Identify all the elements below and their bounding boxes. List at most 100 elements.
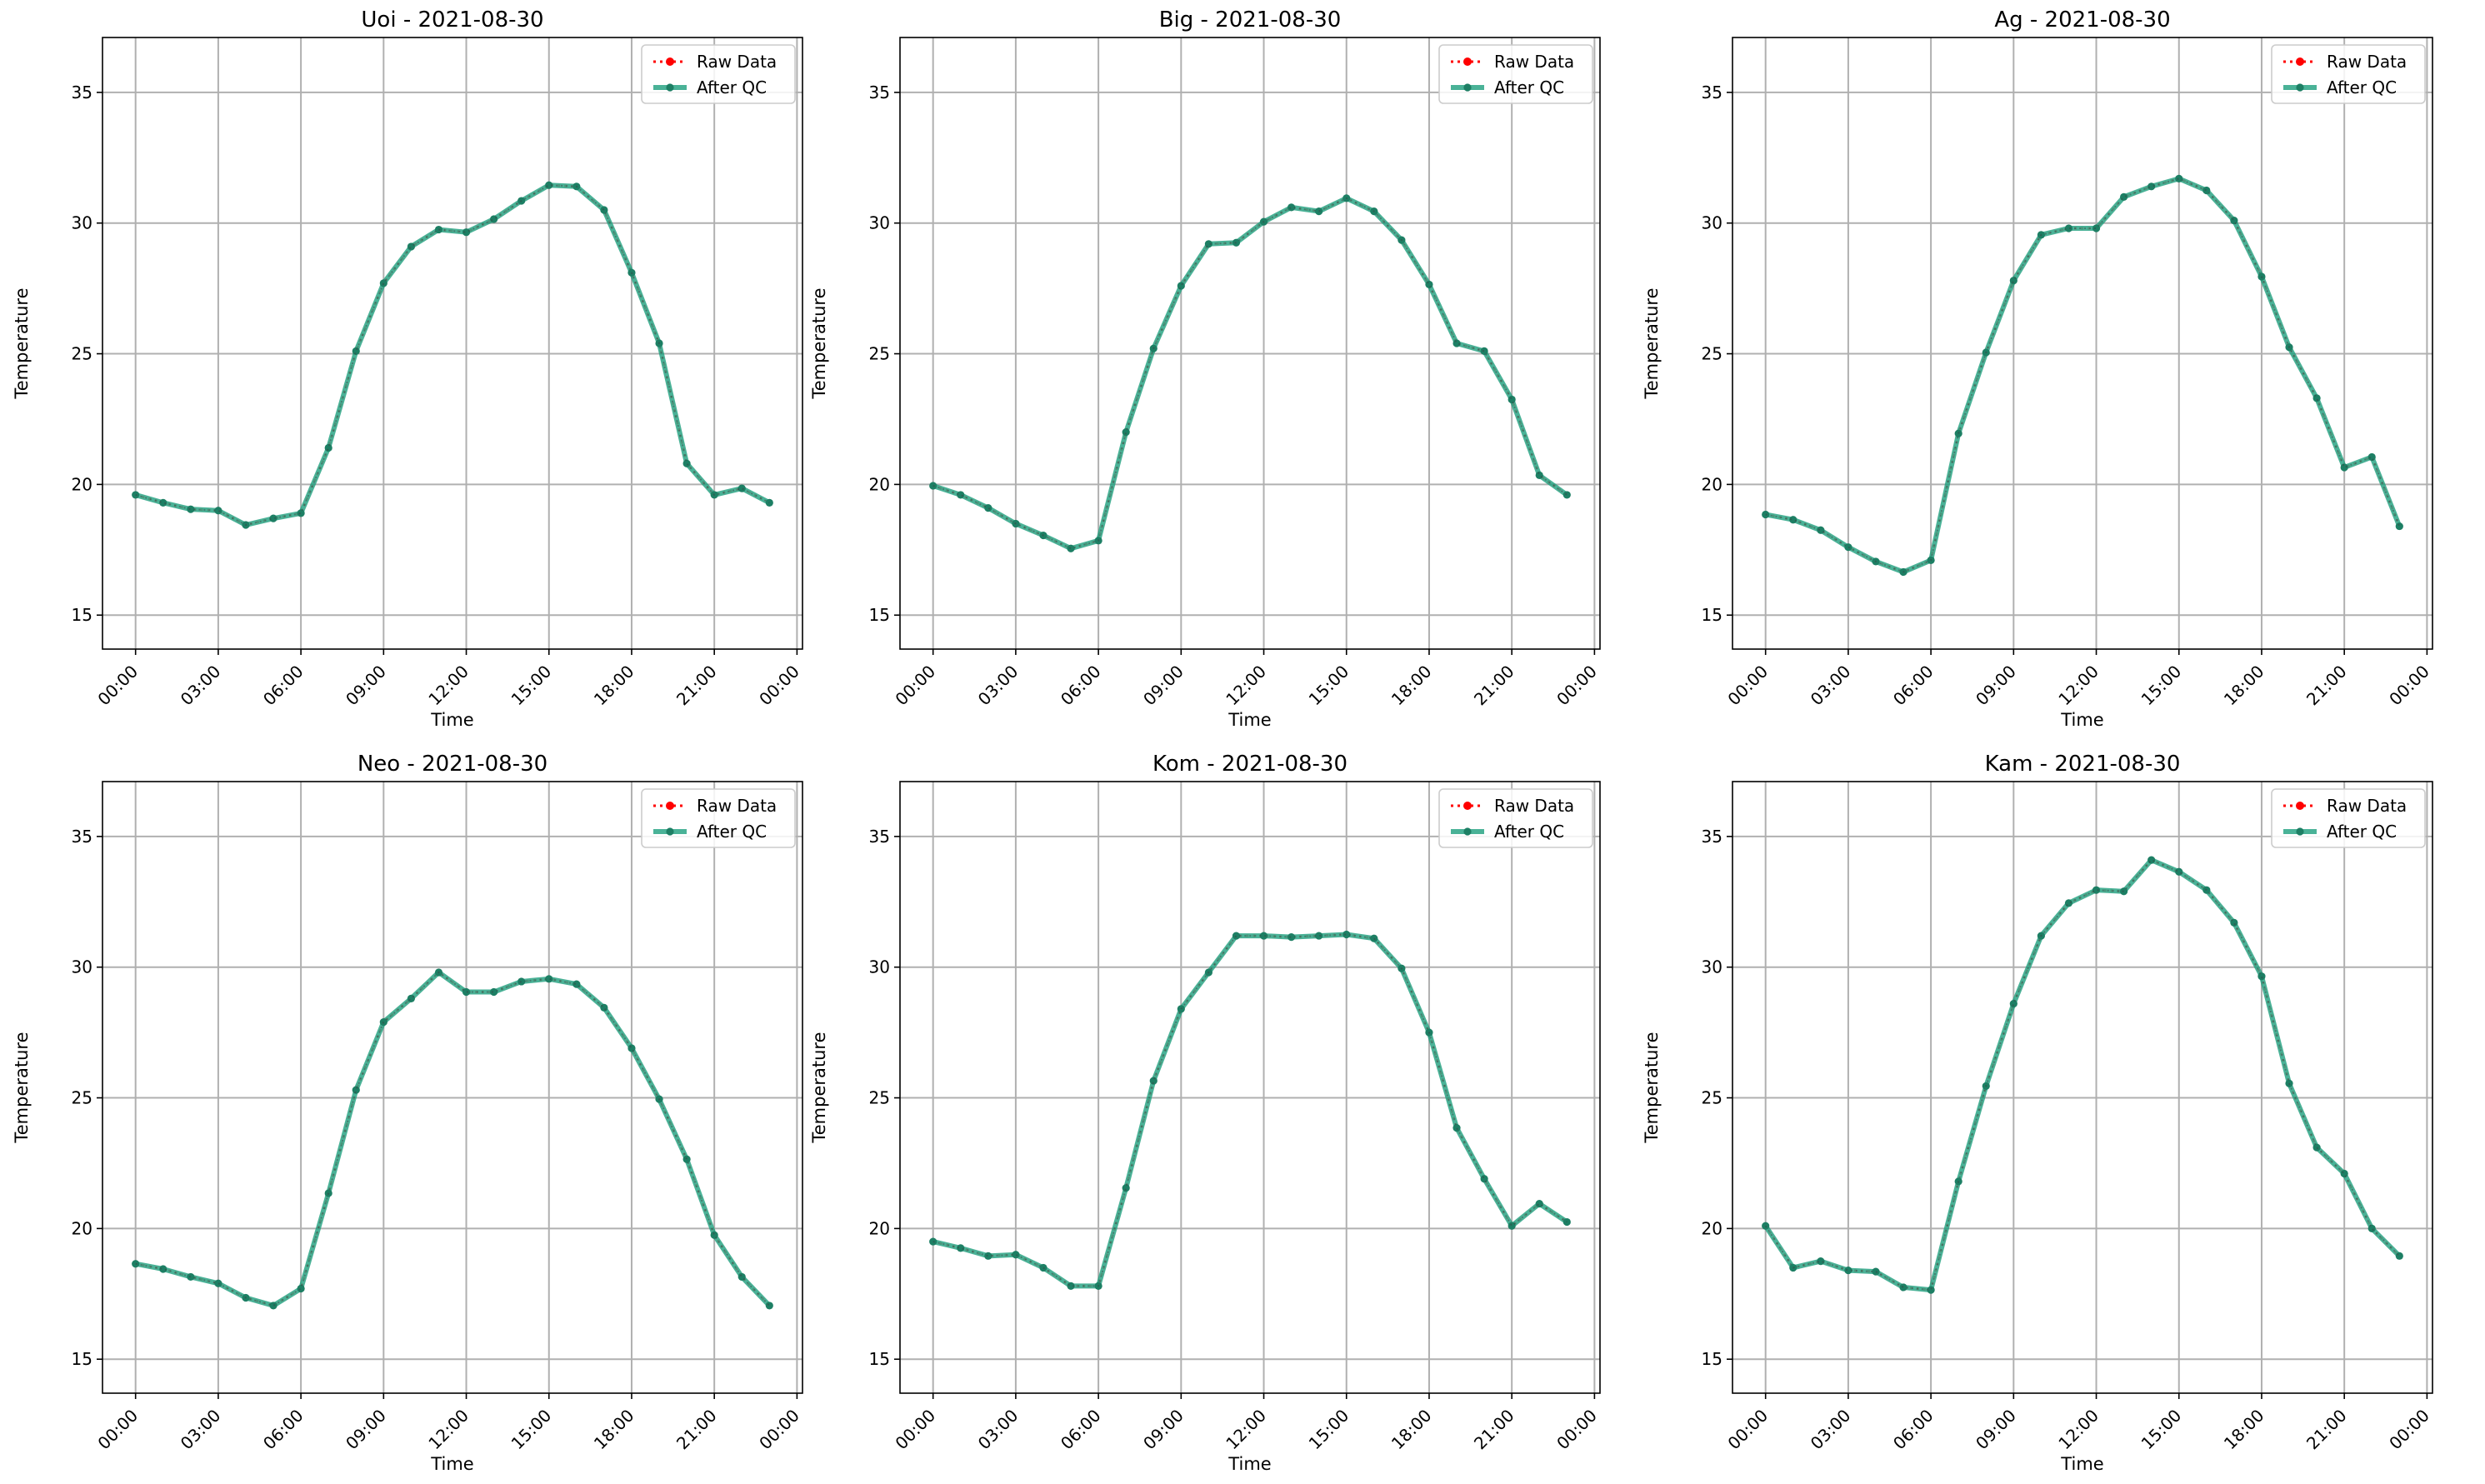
data-point: [1149, 344, 1158, 352]
data-point: [242, 1293, 250, 1302]
raw-data-overlay: [932, 933, 1568, 1287]
data-point: [1899, 567, 1908, 577]
data-point: [545, 975, 553, 983]
legend: Raw Data After QC: [641, 44, 796, 104]
data-point: [1149, 1077, 1158, 1085]
x-tick-label: 00:00: [1723, 662, 1772, 710]
chart-panel-4: 00:00 03:00 06:00 09:00 12:00 15:00 18:00 21:00…: [809, 752, 1601, 1474]
after-qc-line: [1762, 857, 2402, 1293]
y-tick-label: 15: [1702, 1349, 1722, 1369]
x-tick-label: 15:00: [2138, 1406, 2186, 1454]
chart-title: Kom - 2021-08-30: [1152, 752, 1348, 777]
data-point: [2037, 932, 2045, 940]
chart-title: Big - 2021-08-30: [1159, 7, 1342, 32]
data-point: [2230, 918, 2238, 927]
data-point: [1039, 1263, 1048, 1272]
x-tick-label: 09:00: [342, 662, 390, 710]
x-tick-label: 00:00: [2385, 1406, 2433, 1454]
x-tick-label: 00:00: [755, 662, 803, 710]
chart-panel-5: 00:00 03:00 06:00 09:00 12:00 15:00 18:00 21:00…: [1642, 752, 2433, 1474]
data-point: [1425, 1028, 1433, 1037]
data-point: [2368, 452, 2376, 462]
data-point: [2175, 174, 2183, 182]
data-point: [1452, 1124, 1461, 1132]
data-point: [159, 498, 168, 507]
y-tick-label: 15: [869, 605, 890, 625]
data-point: [2037, 231, 2045, 239]
x-tick-label: 09:00: [342, 1406, 390, 1454]
data-point: [1844, 1266, 1852, 1275]
x-tick-label: 00:00: [93, 1406, 142, 1454]
data-point: [572, 182, 581, 191]
data-point: [187, 505, 195, 513]
data-point: [1817, 1257, 1825, 1266]
legend-raw-marker: [666, 57, 674, 66]
legend-label: After QC: [1494, 822, 1564, 842]
data-point: [1954, 1177, 1962, 1186]
axes-frame: [1732, 781, 2433, 1394]
x-tick-label: 00:00: [2385, 662, 2433, 710]
data-point: [1012, 1251, 1020, 1259]
raw-data-line: [932, 932, 1568, 1287]
data-point: [2258, 972, 2266, 981]
data-point: [1315, 932, 1323, 940]
y-tick-label: 35: [869, 827, 890, 847]
y-tick-label: 30: [72, 957, 92, 977]
chart-panel-3: 00:00 03:00 06:00 09:00 12:00 15:00 18:00 21:00…: [12, 752, 803, 1474]
x-tick-label: 12:00: [424, 662, 472, 710]
legend-label: Raw Data: [697, 52, 777, 72]
data-point: [434, 225, 443, 234]
y-tick-label: 35: [72, 827, 92, 847]
data-point: [1342, 930, 1351, 939]
data-point: [214, 1279, 222, 1287]
data-point: [187, 1272, 195, 1282]
legend-qc-marker: [1463, 83, 1472, 92]
x-tick-label: 21:00: [2302, 1406, 2351, 1454]
after-qc-line: [1762, 176, 2402, 575]
y-tick-label: 15: [72, 605, 92, 625]
data-point: [738, 1272, 746, 1282]
x-tick-label: 12:00: [2054, 1406, 2102, 1454]
x-tick-label: 00:00: [891, 662, 939, 710]
y-axis-label: Temperature: [1642, 287, 1662, 399]
x-tick-label: 06:00: [1889, 662, 1938, 710]
data-point: [407, 994, 415, 1002]
data-point: [1370, 934, 1378, 942]
legend-qc-marker: [666, 83, 674, 92]
data-point: [1762, 510, 1770, 519]
legend-raw-marker: [2296, 57, 2304, 66]
y-axis-label: Temperature: [1642, 1032, 1662, 1143]
legend-qc-marker: [1463, 827, 1472, 836]
data-point: [2395, 522, 2403, 531]
data-point: [1094, 1282, 1102, 1290]
y-tick-label: 25: [869, 344, 890, 364]
x-tick-label: 21:00: [672, 662, 721, 710]
legend: Raw Data After QC: [2271, 788, 2426, 848]
x-tick-label: 15:00: [2138, 662, 2186, 710]
raw-data-line: [932, 197, 1568, 550]
data-point: [1342, 194, 1351, 202]
y-tick-label: 25: [869, 1088, 890, 1108]
data-point: [1817, 526, 1825, 534]
chart-panel-2: 00:00 03:00 06:00 09:00 12:00 15:00 18:00 21:00…: [1642, 7, 2433, 730]
data-point: [1872, 557, 1880, 566]
data-point: [2368, 1224, 2376, 1232]
data-point: [1370, 207, 1378, 216]
data-point: [1927, 556, 1935, 564]
data-point: [1315, 207, 1323, 216]
data-point: [929, 482, 938, 490]
y-tick-label: 15: [869, 1349, 890, 1369]
y-tick-label: 15: [1702, 605, 1722, 625]
raw-data-overlay: [932, 197, 1568, 550]
after-qc-line: [132, 182, 772, 527]
data-point: [1789, 516, 1798, 524]
y-tick-label: 35: [1702, 82, 1722, 102]
data-point: [518, 977, 526, 986]
raw-data-line: [135, 183, 771, 527]
data-point: [490, 987, 498, 997]
x-tick-label: 00:00: [891, 1406, 939, 1454]
data-point: [2395, 1252, 2403, 1260]
x-tick-label: 15:00: [508, 662, 556, 710]
x-tick-label: 09:00: [1139, 1406, 1188, 1454]
x-tick-label: 12:00: [1222, 1406, 1270, 1454]
